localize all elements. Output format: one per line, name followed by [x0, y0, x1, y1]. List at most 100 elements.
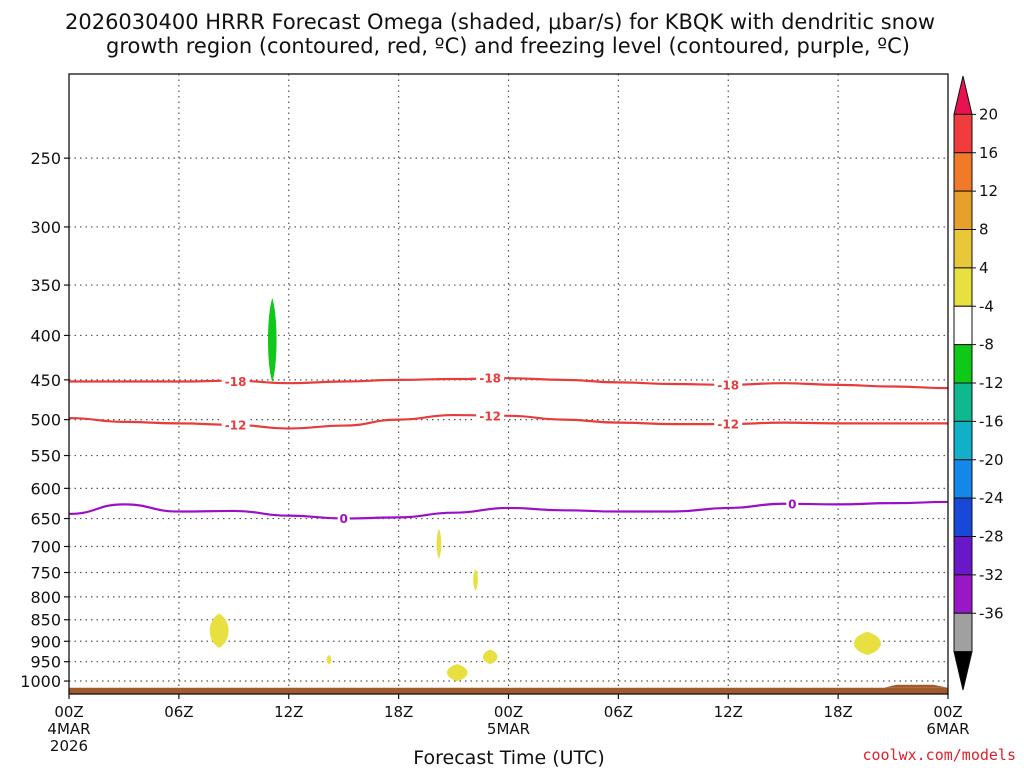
contour-label-4: -12: [479, 409, 501, 423]
colorbar-label-7: -12: [979, 374, 1004, 392]
colorbar-segment-10: [953, 459, 973, 499]
colorbar-label-5: -4: [979, 297, 994, 315]
x-tick-label-12: 12Z: [274, 703, 303, 721]
y-tick-label-450: 450: [30, 371, 61, 390]
contour-label-bg-3: [221, 417, 250, 432]
contour-label-2: -18: [717, 378, 739, 392]
omega-cell-2: [326, 654, 332, 665]
contour-label-1: -18: [479, 372, 501, 386]
colorbar-segment-13: [953, 574, 973, 614]
omega-cell-7: [854, 631, 881, 656]
y-tick-label-600: 600: [30, 479, 61, 498]
contour-label-bg-6: [337, 511, 350, 526]
colorbar-label-3: 8: [979, 221, 989, 239]
contour-labels: -18 -18 -18 -12 -12 -12 0 0: [221, 371, 799, 526]
contour-label-3: -12: [225, 418, 247, 432]
chart-title-line-1: 2026030400 HRRR Forecast Omega (shaded, …: [65, 10, 935, 34]
colorbar-label-1: 16: [979, 144, 998, 162]
contour-label-0: -18: [225, 375, 247, 389]
contour-line-2: [68, 500, 949, 520]
x-tick-date-24: 5MAR: [487, 720, 530, 738]
y-tick-label-750: 750: [30, 564, 61, 583]
x-axis-label: Forecast Time (UTC): [413, 747, 604, 768]
chart-title-line-2: growth region (contoured, red, ºC) and f…: [106, 34, 910, 58]
omega-cell-0: [267, 298, 277, 383]
y-tick-label-900: 900: [30, 632, 61, 651]
y-tick-label-650: 650: [30, 510, 61, 529]
colorbar-segment-2: [953, 152, 973, 192]
colorbar-segment-3: [953, 190, 973, 230]
y-tick-label-300: 300: [30, 218, 61, 237]
x-tick-label-30: 06Z: [604, 703, 633, 721]
y-tick-label-850: 850: [30, 611, 61, 630]
contour-label-bg-4: [476, 408, 505, 423]
colorbar-segment-5: [953, 267, 973, 307]
omega-shading: [209, 298, 881, 682]
colorbar-label-6: -8: [979, 336, 994, 354]
x-tick-label-18: 18Z: [384, 703, 413, 721]
contour-label-bg-1: [476, 371, 505, 386]
omega-cell-5: [446, 664, 468, 682]
x-tick-label-48: 00Z: [933, 703, 962, 721]
temperature-contours: [68, 377, 949, 520]
y-tick-label-500: 500: [30, 411, 61, 430]
omega-cell-6: [482, 649, 498, 665]
colorbar-segment-12: [953, 536, 973, 576]
colorbar-label-11: -28: [979, 528, 1004, 546]
x-tick-label-6: 06Z: [164, 703, 193, 721]
y-tick-label-950: 950: [30, 653, 61, 672]
colorbar-segment-4: [953, 229, 973, 269]
x-tick-label-42: 18Z: [823, 703, 852, 721]
surface-bump: [883, 684, 948, 688]
y-axis-ticks: 250 300 350 400 450 500 550 600 650 700 750 800 850 9…: [20, 149, 69, 691]
omega-cell-4: [473, 569, 478, 591]
x-tick-label-24: 00Z: [494, 703, 523, 721]
surface-ground: [69, 684, 948, 694]
surface-strip: [69, 687, 948, 694]
contour-label-6: 0: [340, 512, 348, 526]
x-tick-year-0: 2026: [50, 737, 88, 755]
credit-text: coolwx.com/models: [862, 746, 1016, 764]
colorbar-segment-8: [953, 382, 973, 422]
colorbar-segment-0: [953, 75, 973, 115]
colorbar-label-0: 20: [979, 105, 998, 123]
y-tick-label-350: 350: [30, 276, 61, 295]
contour-line-0: [68, 377, 949, 390]
x-tick-label-36: 12Z: [714, 703, 743, 721]
contour-label-bg-0: [221, 374, 250, 389]
contour-label-5: -12: [717, 418, 739, 432]
x-tick-label-0: 00Z: [54, 703, 83, 721]
colorbar-segment-9: [953, 420, 973, 461]
y-tick-label-700: 700: [30, 537, 61, 556]
colorbar: 20 16 12 8 4 -4 -8 -12 -16 -20 -24 -28 -32 -36: [953, 75, 1004, 691]
contour-line-1: [68, 413, 948, 430]
colorbar-label-4: 4: [979, 259, 989, 277]
contour-label-bg-5: [714, 417, 743, 432]
x-tick-date-0: 4MAR: [47, 720, 90, 738]
colorbar-segment-7: [953, 344, 973, 384]
y-tick-label-550: 550: [30, 447, 61, 466]
omega-cell-3: [436, 528, 442, 559]
y-tick-label-400: 400: [30, 326, 61, 345]
colorbar-segment-11: [953, 497, 973, 537]
colorbar-segment-15: [953, 651, 973, 691]
colorbar-label-10: -24: [979, 489, 1004, 507]
colorbar-label-2: 12: [979, 182, 998, 200]
grid-lines: [69, 74, 948, 694]
omega-cell-1: [209, 613, 229, 648]
colorbar-segment-1: [953, 113, 973, 154]
y-tick-label-250: 250: [30, 149, 61, 168]
colorbar-label-12: -32: [979, 566, 1004, 584]
colorbar-segment-6: [953, 305, 973, 346]
y-tick-label-800: 800: [30, 588, 61, 607]
x-tick-date-48: 6MAR: [926, 720, 969, 738]
contour-label-7: 0: [788, 497, 796, 511]
contour-label-bg-7: [786, 496, 799, 511]
colorbar-label-13: -36: [979, 604, 1004, 622]
colorbar-segment-14: [953, 612, 973, 653]
y-tick-label-1000: 1000: [20, 672, 61, 691]
contour-label-bg-2: [714, 377, 743, 392]
colorbar-label-9: -20: [979, 451, 1004, 469]
